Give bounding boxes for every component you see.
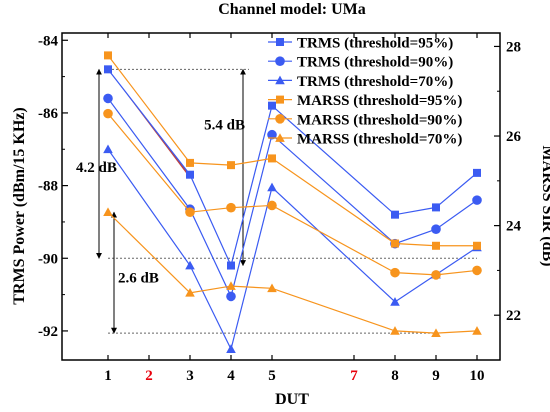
data-point-square [186,158,194,167]
data-point-circle [472,195,482,205]
x-tick-label: 7 [350,368,358,384]
annotation-label: 5.4 dB [204,117,245,133]
x-tick-label: 5 [268,368,276,384]
x-tick-label: 2 [145,368,153,384]
data-point-square [276,95,284,104]
y-left-tick-label: -90 [38,251,58,267]
data-point-triangle [103,144,113,154]
data-point-square [473,241,481,250]
x-tick-label: 1 [104,368,112,384]
data-point-triangle [103,207,113,217]
data-point-square [276,38,284,46]
data-point-triangle [472,326,482,335]
data-point-triangle [226,344,236,353]
legend-label: MARSS (threshold=95%) [297,93,462,109]
data-point-square [268,154,276,163]
data-point-square [391,210,399,219]
data-point-triangle [275,133,285,142]
legend-label: TRMS (threshold=95%) [297,36,453,52]
legend-entry: TRMS (threshold=70%) [268,74,453,90]
data-point-circle [431,270,441,280]
series-6 [103,207,482,337]
data-point-triangle [275,75,285,85]
series-1 [104,65,481,270]
plot-frame [61,32,501,361]
data-point-square [268,101,276,110]
series-line [107,211,478,334]
data-point-circle [103,93,113,104]
x-tick-label: 4 [227,368,235,384]
data-point-square [432,241,440,250]
x-tick-label: 9 [432,368,440,384]
x-axis-label: DUT [275,391,309,408]
data-point-square [227,261,235,270]
y-axis-label-right: MARSS SIR (dB) [539,146,550,267]
data-point-circle [103,108,113,119]
legend-label: TRMS (threshold=70%) [297,74,453,90]
x-tick-label: 8 [391,368,399,384]
legend-label: TRMS (threshold=90%) [297,55,453,71]
data-point-square [391,239,399,248]
annotation-label: 4.2 dB [76,160,117,176]
annotation-label: 2.6 dB [118,271,159,287]
y-axis-label-left: TRMS Power (dBm/15 KHz) [11,107,28,304]
y-left-tick-label: -86 [38,106,58,122]
chart-title: Channel model: UMa [218,1,366,18]
y-right-tick-label: 28 [506,39,521,55]
data-point-circle [275,56,285,66]
series-5 [103,108,482,280]
legend-label: MARSS (threshold=70%) [297,132,462,148]
data-point-square [104,51,112,60]
legend-entry: TRMS (threshold=90%) [268,55,453,71]
data-point-square [104,65,112,74]
data-point-triangle [185,288,195,297]
data-point-circle [275,114,285,124]
y-left-tick-label: -88 [38,179,58,195]
x-tick-label: 10 [470,368,485,384]
legend-entry: MARSS (threshold=95%) [268,93,462,109]
legend-label: MARSS (threshold=90%) [297,112,462,128]
data-point-circle [185,207,195,217]
data-point-circle [226,291,236,302]
data-point-circle [267,200,277,211]
y-right-tick-label: 26 [506,129,522,145]
y-left-tick-label: -92 [38,324,58,340]
y-left-tick-label: -84 [38,33,58,49]
legend-entry: MARSS (threshold=70%) [268,132,462,148]
data-point-triangle [390,297,400,306]
data-point-triangle [267,182,277,192]
x-tick-label: 3 [186,368,194,384]
data-point-triangle [226,281,236,290]
data-point-circle [226,202,236,213]
data-point-square [473,168,481,177]
y-right-tick-label: 24 [506,219,522,235]
data-point-circle [472,265,482,276]
data-point-circle [431,224,441,234]
series-4 [104,51,481,250]
data-point-triangle [267,283,277,293]
data-point-square [186,170,194,179]
legend-entry: TRMS (threshold=95%) [268,36,453,52]
legend-entry: MARSS (threshold=90%) [268,112,462,128]
data-point-circle [390,267,400,278]
y-right-tick-label: 22 [506,308,521,324]
data-point-triangle [431,328,441,337]
data-point-triangle [390,326,400,335]
data-point-triangle [185,260,195,270]
data-point-circle [267,129,277,140]
data-point-square [227,161,235,170]
data-point-square [432,203,440,212]
